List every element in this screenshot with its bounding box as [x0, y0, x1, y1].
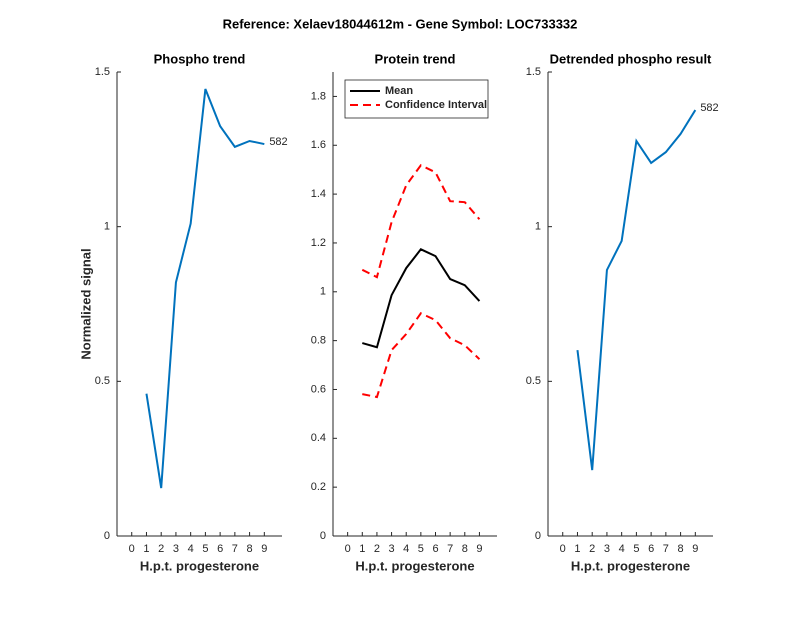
x-tick-label: 7 [663, 543, 669, 555]
x-tick-label: 1 [143, 543, 149, 555]
x-tick-label: 5 [202, 543, 208, 555]
x-tick-label: 9 [476, 543, 482, 555]
x-tick-label: 0 [129, 543, 135, 555]
x-axis-label: H.p.t. progesterone [140, 558, 259, 573]
annotation: 582 [269, 136, 287, 148]
x-tick-label: 2 [589, 543, 595, 555]
y-tick-label: 1.8 [311, 90, 326, 102]
line [576, 109, 697, 471]
y-tick-label: 0.6 [311, 383, 326, 395]
x-tick-label: 8 [462, 543, 468, 555]
figure-title: Reference: Xelaev18044612m - Gene Symbol… [223, 16, 578, 31]
axis-title: Phospho trend [154, 51, 246, 66]
y-tick-label: 0.2 [311, 481, 326, 493]
y-tick-label: 1 [535, 221, 541, 233]
annotation: 582 [700, 102, 718, 114]
x-tick-label: 1 [359, 543, 365, 555]
x-tick-label: 5 [418, 543, 424, 555]
y-tick-label: 0 [320, 530, 326, 542]
axis-title: Protein trend [375, 51, 456, 66]
line [145, 88, 265, 489]
x-tick-label: 7 [447, 543, 453, 555]
x-tick-label: 5 [633, 543, 639, 555]
x-axis-label: H.p.t. progesterone [355, 558, 474, 573]
y-axis-label: Normalized signal [78, 248, 93, 359]
x-tick-label: 4 [619, 543, 625, 555]
y-tick-label: 1.4 [311, 188, 326, 200]
x-tick-label: 2 [158, 543, 164, 555]
x-tick-label: 1 [574, 543, 580, 555]
x-tick-label: 9 [261, 543, 267, 555]
legend-label: Confidence Interval [385, 99, 487, 111]
x-tick-label: 0 [560, 543, 566, 555]
x-tick-label: 3 [604, 543, 610, 555]
legend-box [344, 79, 489, 119]
line [362, 312, 481, 399]
y-tick-label: 1 [320, 286, 326, 298]
y-tick-label: 0.8 [311, 335, 326, 347]
x-tick-label: 4 [188, 543, 194, 555]
x-tick-label: 7 [232, 543, 238, 555]
x-tick-label: 0 [345, 543, 351, 555]
x-tick-label: 2 [374, 543, 380, 555]
legend-label: Mean [385, 85, 413, 97]
x-axis-label: H.p.t. progesterone [571, 558, 690, 573]
y-tick-label: 0 [535, 530, 541, 542]
y-tick-label: 1.5 [526, 66, 541, 78]
y-tick-label: 0.4 [311, 432, 326, 444]
x-tick-label: 6 [432, 543, 438, 555]
line [362, 248, 481, 349]
x-tick-label: 9 [692, 543, 698, 555]
y-tick-label: 1.6 [311, 139, 326, 151]
x-tick-label: 3 [173, 543, 179, 555]
y-tick-label: 0.5 [526, 375, 541, 387]
y-tick-label: 1.2 [311, 237, 326, 249]
x-tick-label: 3 [389, 543, 395, 555]
y-tick-label: 0 [104, 530, 110, 542]
x-tick-label: 4 [403, 543, 409, 555]
y-tick-label: 1.5 [95, 66, 110, 78]
x-tick-label: 8 [678, 543, 684, 555]
x-tick-label: 6 [217, 543, 223, 555]
x-tick-label: 6 [648, 543, 654, 555]
axis-title: Detrended phospho result [550, 51, 712, 66]
y-tick-label: 1 [104, 221, 110, 233]
y-tick-label: 0.5 [95, 375, 110, 387]
x-tick-label: 8 [247, 543, 253, 555]
line [361, 164, 481, 279]
